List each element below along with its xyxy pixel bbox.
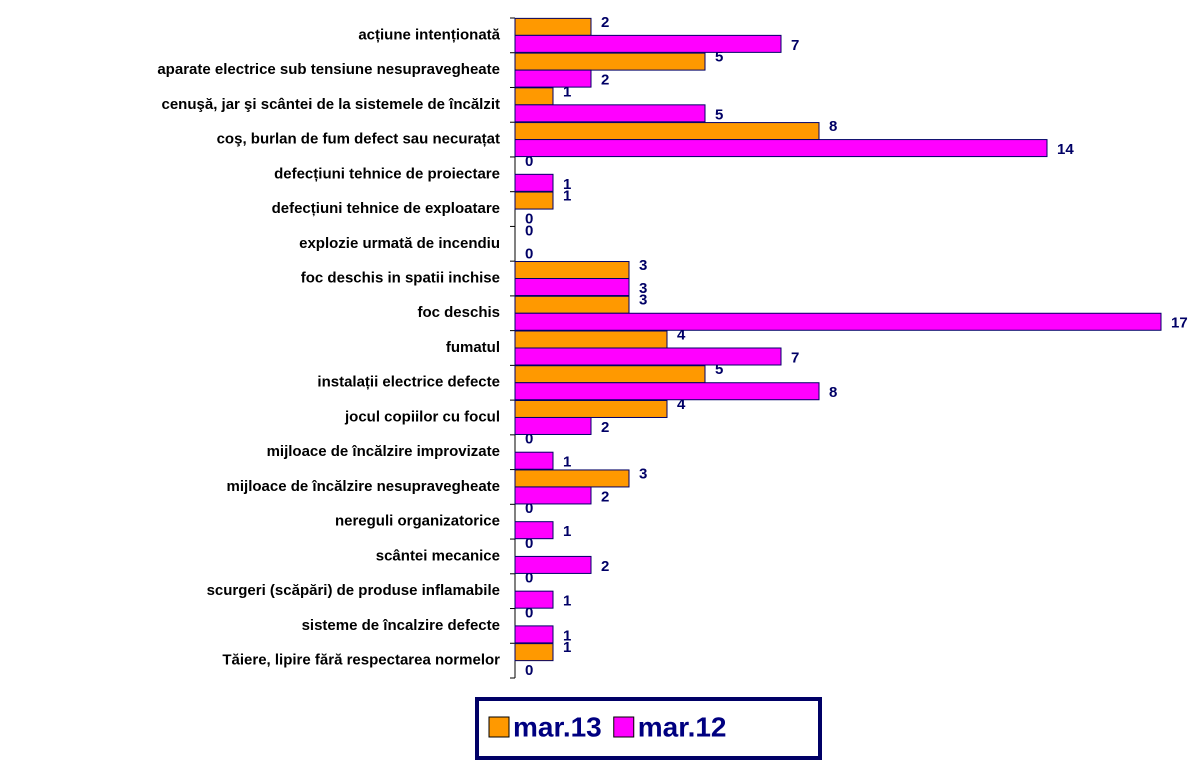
- value-label: 4: [677, 326, 686, 343]
- bar: [514, 104, 706, 123]
- category-label: foc deschis in spatii inchise: [301, 269, 500, 286]
- value-label: 2: [601, 488, 609, 505]
- value-label: 3: [639, 465, 647, 482]
- category-label: nereguli organizatorice: [335, 513, 500, 530]
- value-label: 2: [601, 14, 609, 31]
- category-label: sisteme de încalzire defecte: [302, 617, 500, 634]
- value-label: 2: [601, 72, 609, 89]
- category-label: cenuşă, jar şi scântei de la sistemele d…: [162, 96, 501, 113]
- category-label: defecțiuni tehnice de exploatare: [272, 200, 500, 217]
- bar: [514, 451, 554, 470]
- value-label: 1: [563, 593, 571, 610]
- value-label: 1: [563, 523, 571, 540]
- bar: [514, 625, 554, 644]
- value-label: 8: [829, 118, 837, 135]
- bar: [514, 347, 782, 366]
- value-label: 0: [525, 662, 533, 679]
- category-label: fumatul: [446, 339, 500, 356]
- category-label: scântei mecanice: [376, 547, 500, 564]
- bar: [514, 139, 1048, 158]
- value-label: 0: [525, 500, 533, 517]
- value-label: 1: [563, 176, 571, 193]
- value-label: 0: [525, 604, 533, 621]
- value-label: 2: [601, 558, 609, 575]
- value-label: 7: [791, 37, 799, 54]
- bar: [514, 330, 668, 349]
- bar: [514, 261, 630, 280]
- category-label: mijloace de încălzire nesupravegheate: [227, 478, 500, 495]
- value-label: 1: [563, 627, 571, 644]
- bar: [514, 365, 706, 384]
- category-label: coş, burlan de fum defect sau necurațat: [217, 131, 500, 148]
- category-label: jocul copiilor cu focul: [344, 408, 500, 425]
- bar: [514, 87, 554, 106]
- bar: [514, 590, 554, 609]
- category-label: mijloace de încălzire improvizate: [267, 443, 500, 460]
- value-label: 5: [715, 49, 723, 66]
- bar: [514, 643, 554, 662]
- value-label: 5: [715, 106, 723, 123]
- category-label: foc deschis: [417, 304, 500, 321]
- bar: [514, 173, 554, 192]
- bar: [514, 295, 630, 314]
- category-label: explozie urmată de incendiu: [299, 235, 500, 252]
- value-label: 0: [525, 431, 533, 448]
- value-label: 1: [563, 454, 571, 471]
- value-label: 1: [563, 188, 571, 205]
- value-label: 0: [525, 153, 533, 170]
- value-label: 3: [639, 257, 647, 274]
- legend-box: [475, 697, 822, 760]
- value-label: 0: [525, 535, 533, 552]
- value-label: 0: [525, 245, 533, 262]
- value-label: 1: [563, 639, 571, 656]
- category-label: acțiune intenționată: [358, 26, 500, 43]
- bar: [514, 416, 592, 435]
- legend-swatch: [488, 716, 510, 738]
- legend-swatch: [613, 716, 635, 738]
- category-label: defecțiuni tehnice de proiectare: [274, 165, 500, 182]
- bar: [514, 191, 554, 210]
- value-label: 8: [829, 384, 837, 401]
- bar: [514, 382, 820, 401]
- value-label: 0: [525, 211, 533, 228]
- bar: [514, 34, 782, 53]
- bar: [514, 122, 820, 141]
- value-label: 4: [677, 396, 686, 413]
- value-label: 5: [715, 361, 723, 378]
- bar: [514, 469, 630, 488]
- value-label: 0: [525, 222, 533, 239]
- bar: [514, 555, 592, 574]
- bar: [514, 521, 554, 540]
- legend-label: mar.13: [513, 711, 602, 742]
- category-label: instalații electrice defecte: [317, 374, 500, 391]
- value-label: 1: [563, 83, 571, 100]
- value-label: 3: [639, 280, 647, 297]
- value-label: 2: [601, 419, 609, 436]
- bar: [514, 17, 592, 36]
- bar: [514, 278, 630, 297]
- bar: [514, 486, 592, 505]
- value-label: 3: [639, 292, 647, 309]
- value-label: 14: [1057, 141, 1074, 158]
- bar: [514, 312, 1162, 331]
- category-label: scurgeri (scăpări) de produse inflamabil…: [207, 582, 500, 599]
- value-label: 17: [1171, 315, 1188, 332]
- category-label: Tăiere, lipire fără respectarea normelor: [222, 652, 500, 669]
- value-label: 7: [791, 349, 799, 366]
- bar: [514, 52, 706, 71]
- legend-label: mar.12: [638, 711, 727, 742]
- value-label: 0: [525, 570, 533, 587]
- bar: [514, 69, 592, 88]
- category-label: aparate electrice sub tensiune nesuprave…: [157, 61, 500, 78]
- bar: [514, 399, 668, 418]
